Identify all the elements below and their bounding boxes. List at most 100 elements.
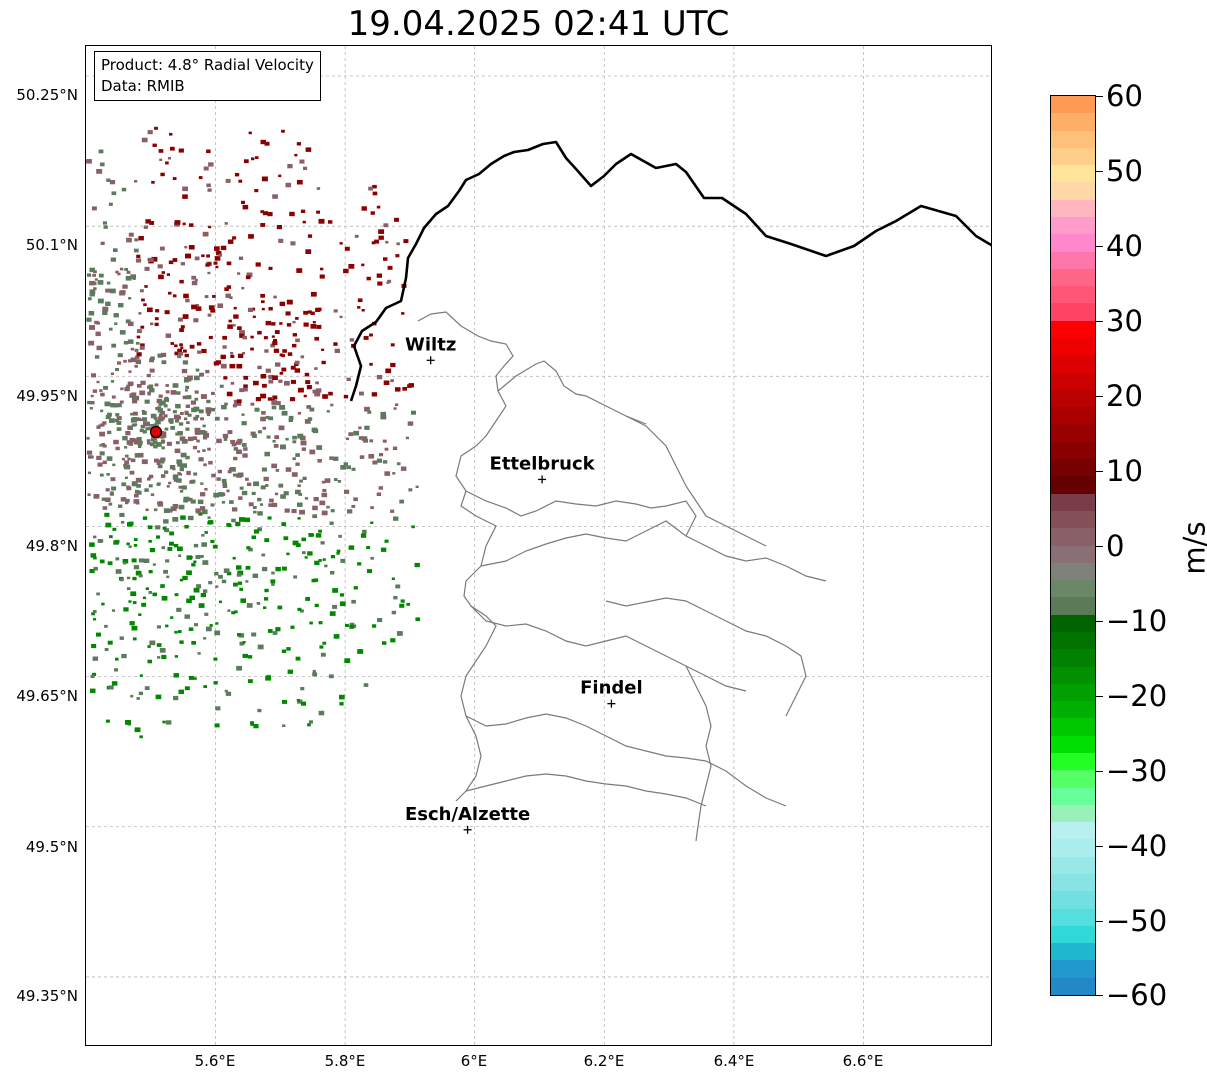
radar-echo-pixel [287,164,293,169]
radar-echo-pixel [247,679,253,684]
radar-echo-pixel [205,369,210,374]
radar-echo-pixel [205,626,212,632]
radar-echo-pixel [245,477,249,481]
lat-tick-label: 49.5°N [25,838,78,856]
radar-echo-pixel [300,209,306,213]
radar-echo-pixel [96,345,103,351]
radar-echo-pixel [147,659,152,664]
map-title: 19.04.2025 02:41 UTC [347,4,730,44]
radar-echo-pixel [130,458,136,463]
city-label: Wiltz [405,334,456,355]
radar-echo-pixel [297,411,302,415]
colorbar-band [1051,701,1095,719]
radar-echo-pixel [153,417,158,420]
radar-echo-pixel [298,387,304,393]
radar-echo-pixel [321,492,328,498]
radar-echo-pixel [109,180,116,185]
map-panel[interactable]: Wiltz Ettelbruck Findel Esch/Alzette [85,45,992,1046]
radar-echo-pixel [320,541,325,545]
radar-echo-pixel [89,280,95,286]
radar-echo-pixel [300,687,305,691]
radar-echo-pixel [91,373,97,378]
radar-echo-pixel [106,473,110,476]
radar-echo-pixel [222,484,228,488]
radar-echo-pixel [255,156,259,159]
radar-echo-pixel [304,556,308,559]
radar-echo-pixel [106,719,110,723]
radar-echo-pixel [231,518,236,523]
radar-echo-pixel [384,539,389,543]
radar-echo-pixel [94,320,99,325]
radar-echo-pixel [172,475,178,480]
radar-echo-pixel [211,391,215,395]
radar-echo-pixel [360,533,367,538]
radar-echo-pixel [159,400,166,406]
radar-echo-pixel [376,205,381,209]
city-marker: Findel [580,678,643,708]
radar-echo-pixel [206,149,211,154]
radar-echo-pixel [261,307,265,311]
radar-echo-pixel [245,275,251,280]
radar-echo-pixel [141,602,147,607]
radar-echo-pixel [210,539,215,544]
radar-echo-pixel [184,686,190,691]
radar-echo-pixel [184,614,190,619]
radar-echo-pixel [297,607,302,611]
radar-echo-pixel [253,506,257,509]
radar-echo-pixel [163,414,168,418]
radar-echo-pixel [396,631,403,636]
radar-echo-pixel [226,489,230,493]
radar-echo-pixel [400,466,407,471]
colorbar-tick-label: 20 [1106,379,1143,413]
radar-echo-pixel [134,453,141,458]
radar-echo-pixel [108,202,113,206]
radar-echo-pixel [221,579,227,584]
radar-echo-pixel [163,519,169,524]
radar-echo-pixel [271,502,278,508]
radar-echo-pixel [260,374,267,379]
radar-echo-pixel [173,695,179,701]
radar-echo-pixel [221,478,227,483]
radar-echo-pixel [111,486,117,491]
radar-echo-pixel [177,630,182,634]
radar-echo-pixel [119,512,125,517]
radar-echo-pixel [336,552,340,555]
radar-echo-pixel [176,607,182,612]
radar-echo-pixel [178,689,184,694]
radar-echo-pixel [296,179,303,185]
radar-echo-pixel [200,482,204,485]
radar-echo-pixel [390,379,394,383]
radar-echo-pixel [280,494,286,499]
radar-echo-pixel [376,273,382,278]
radar-echo-pixel [193,407,198,412]
radar-echo-pixel [175,441,180,445]
radar-echo-pixel [134,238,139,242]
radar-echo-pixel [377,281,383,286]
radar-echo-pixel [318,621,323,625]
radar-echo-pixel [286,323,292,327]
radar-echo-pixel [363,683,369,687]
radar-echo-pixel [198,176,203,180]
radar-echo-pixel [194,278,198,282]
radar-echo-pixel [191,304,197,310]
radar-echo-pixel [167,547,173,551]
radar-echo-pixel [102,506,108,510]
radar-echo-pixel [250,723,254,726]
colorbar-band [1051,493,1095,512]
radar-echo-pixel [392,446,398,451]
radar-echo-pixel [257,708,262,713]
colorbar-tick [1096,771,1103,772]
radar-echo-pixel [329,521,334,525]
radar-echo-pixel [247,655,253,659]
radar-echo-pixel [208,335,213,340]
radar-echo-pixel [333,456,339,461]
lon-tick-label: 6.2°E [583,1052,625,1070]
radar-echo-pixel [136,417,141,422]
radar-echo-pixel [260,210,265,214]
radar-echo-pixel [290,625,295,629]
radar-echo-pixel [278,425,285,431]
radar-echo-pixel [92,273,96,277]
radar-echo-pixel [150,322,154,326]
radar-echo-pixel [93,556,97,560]
radar-echo-pixel [251,433,257,438]
